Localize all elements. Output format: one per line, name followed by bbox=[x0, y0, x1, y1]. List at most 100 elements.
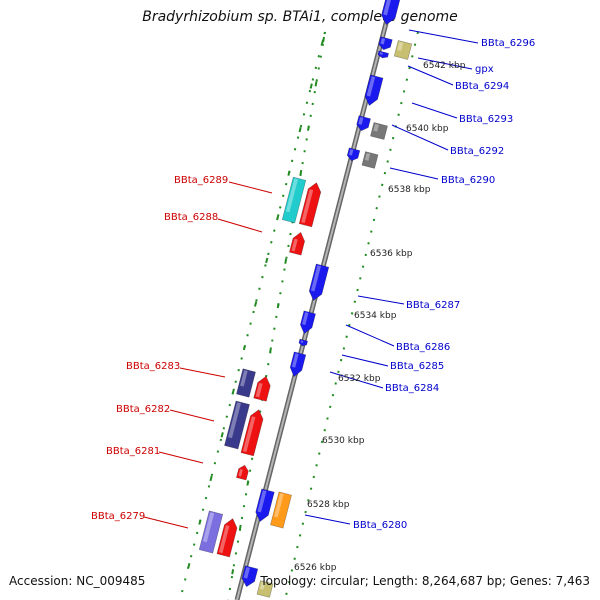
gene-highlight bbox=[202, 512, 215, 543]
gene-label[interactable]: BBta_6280 bbox=[353, 520, 407, 531]
gene-arrow-forward[interactable] bbox=[346, 147, 361, 162]
gene-shape bbox=[361, 151, 379, 169]
gene-shape bbox=[253, 375, 271, 402]
gene-shape bbox=[198, 510, 224, 554]
leader-line bbox=[345, 324, 395, 347]
gene-highlight bbox=[255, 382, 263, 398]
gene-label[interactable]: BBta_6290 bbox=[441, 175, 495, 186]
gene-label[interactable]: BBta_6282 bbox=[116, 404, 170, 415]
tick-track-left bbox=[179, 31, 326, 600]
gene-arrow-forward[interactable] bbox=[307, 263, 330, 302]
gene-shape bbox=[241, 565, 259, 588]
scale-label: 6542 kbp bbox=[423, 61, 466, 71]
gene-label[interactable]: BBta_6281 bbox=[106, 446, 160, 457]
leader-line bbox=[391, 124, 449, 151]
gene-highlight bbox=[240, 370, 248, 387]
gene-arrow-forward[interactable] bbox=[288, 351, 307, 378]
leader-line bbox=[304, 514, 351, 525]
scale-label: 6532 kbp bbox=[338, 374, 381, 384]
gene-arrow-forward[interactable] bbox=[378, 36, 393, 52]
leader-line bbox=[408, 29, 479, 44]
leader-line bbox=[357, 295, 405, 305]
leader-line bbox=[329, 371, 384, 389]
gene-block[interactable] bbox=[281, 176, 307, 224]
gene-label[interactable]: BBta_6293 bbox=[459, 114, 513, 125]
gene-highlight bbox=[300, 340, 304, 343]
gene-label[interactable]: BBta_6286 bbox=[396, 342, 450, 353]
gene-label[interactable]: BBta_6285 bbox=[390, 361, 444, 372]
scale-label: 6538 kbp bbox=[388, 185, 431, 195]
reverse-gene-labels: BBta_6289 BBta_6288 BBta_6283 BBta_6282 … bbox=[91, 175, 228, 522]
gene-highlight bbox=[366, 76, 376, 97]
gene-arrow-forward[interactable] bbox=[240, 565, 259, 589]
leader-line bbox=[389, 167, 439, 180]
leader-line bbox=[143, 516, 189, 529]
gene-arrow-reverse[interactable] bbox=[240, 408, 265, 457]
gene-highlight bbox=[348, 149, 354, 156]
scale-label: 6536 kbp bbox=[370, 249, 413, 259]
scale-labels: 6542 kbp 6540 kbp 6538 kbp 6536 kbp 6534… bbox=[294, 61, 466, 573]
gene-shape bbox=[289, 351, 307, 378]
scale-label: 6528 kbp bbox=[307, 500, 350, 510]
gene-arrow-forward[interactable] bbox=[379, 0, 401, 26]
gene-shape bbox=[256, 580, 274, 598]
gene-arrow-reverse[interactable] bbox=[236, 464, 249, 481]
gene-block[interactable] bbox=[270, 491, 292, 529]
gene-block[interactable] bbox=[236, 368, 256, 398]
gene-arrow-reverse[interactable] bbox=[216, 517, 239, 558]
forward-gene-labels: BBta_6296 gpx BBta_6294 BBta_6293 BBta_6… bbox=[353, 38, 535, 531]
leader-line bbox=[341, 354, 389, 367]
gene-highlight bbox=[383, 0, 392, 16]
gene-label[interactable]: BBta_6284 bbox=[385, 383, 439, 394]
gene-shape bbox=[236, 464, 249, 481]
gene-highlight bbox=[379, 52, 383, 55]
gene-highlight bbox=[301, 189, 314, 224]
gene-highlight bbox=[285, 178, 298, 213]
gene-highlight bbox=[242, 416, 256, 452]
gene-shape bbox=[298, 182, 322, 228]
leader-line bbox=[407, 65, 454, 86]
gene-arrow-forward[interactable] bbox=[377, 50, 389, 59]
leader-line bbox=[228, 181, 273, 194]
gene-arrow-reverse[interactable] bbox=[289, 231, 306, 256]
gene-label[interactable]: gpx bbox=[475, 64, 494, 75]
gene-shape bbox=[236, 368, 256, 398]
gene-arrow-forward[interactable] bbox=[363, 74, 384, 107]
gene-block[interactable] bbox=[224, 400, 250, 450]
gene-label[interactable]: BBta_6294 bbox=[455, 81, 509, 92]
leader-line bbox=[158, 451, 204, 464]
gene-block[interactable] bbox=[370, 122, 388, 140]
gene-arrow-forward[interactable] bbox=[298, 338, 308, 347]
gene-label[interactable]: BBta_6296 bbox=[481, 38, 535, 49]
gene-highlight bbox=[257, 490, 267, 513]
scale-label: 6526 kbp bbox=[294, 563, 337, 573]
gene-block[interactable] bbox=[198, 510, 224, 554]
gene-label[interactable]: BBta_6292 bbox=[450, 146, 504, 157]
scale-label: 6530 kbp bbox=[322, 436, 365, 446]
gene-shape bbox=[308, 263, 330, 301]
gene-block[interactable] bbox=[361, 151, 379, 169]
gene-label[interactable]: BBta_6288 bbox=[164, 212, 218, 223]
gene-block[interactable] bbox=[256, 580, 274, 598]
gene-arrow-forward[interactable] bbox=[355, 115, 371, 133]
genome-title: Bradyrhizobium sp. BTAi1, complete genom… bbox=[142, 9, 458, 25]
gene-label[interactable]: BBta_6289 bbox=[174, 175, 228, 186]
gene-highlight bbox=[373, 123, 379, 132]
gene-arrow-reverse[interactable] bbox=[298, 181, 323, 228]
gene-shape bbox=[364, 74, 384, 106]
gene-shape bbox=[377, 50, 389, 59]
gene-block[interactable] bbox=[393, 40, 413, 60]
gene-shape bbox=[381, 0, 401, 25]
gene-arrow-forward[interactable] bbox=[254, 488, 275, 523]
gene-shape bbox=[240, 409, 264, 457]
accession-label: Accession: NC_009485 bbox=[9, 574, 146, 588]
gene-arrow-forward[interactable] bbox=[298, 310, 316, 335]
gene-label[interactable]: BBta_6283 bbox=[126, 361, 180, 372]
gene-label[interactable]: BBta_6287 bbox=[406, 300, 460, 311]
gene-label[interactable]: BBta_6279 bbox=[91, 511, 145, 522]
tick-track-right bbox=[226, 31, 326, 600]
gene-arrow-reverse[interactable] bbox=[253, 375, 273, 402]
gene-shape bbox=[216, 518, 238, 558]
gene-shape bbox=[346, 147, 361, 162]
gene-shape bbox=[289, 231, 305, 256]
